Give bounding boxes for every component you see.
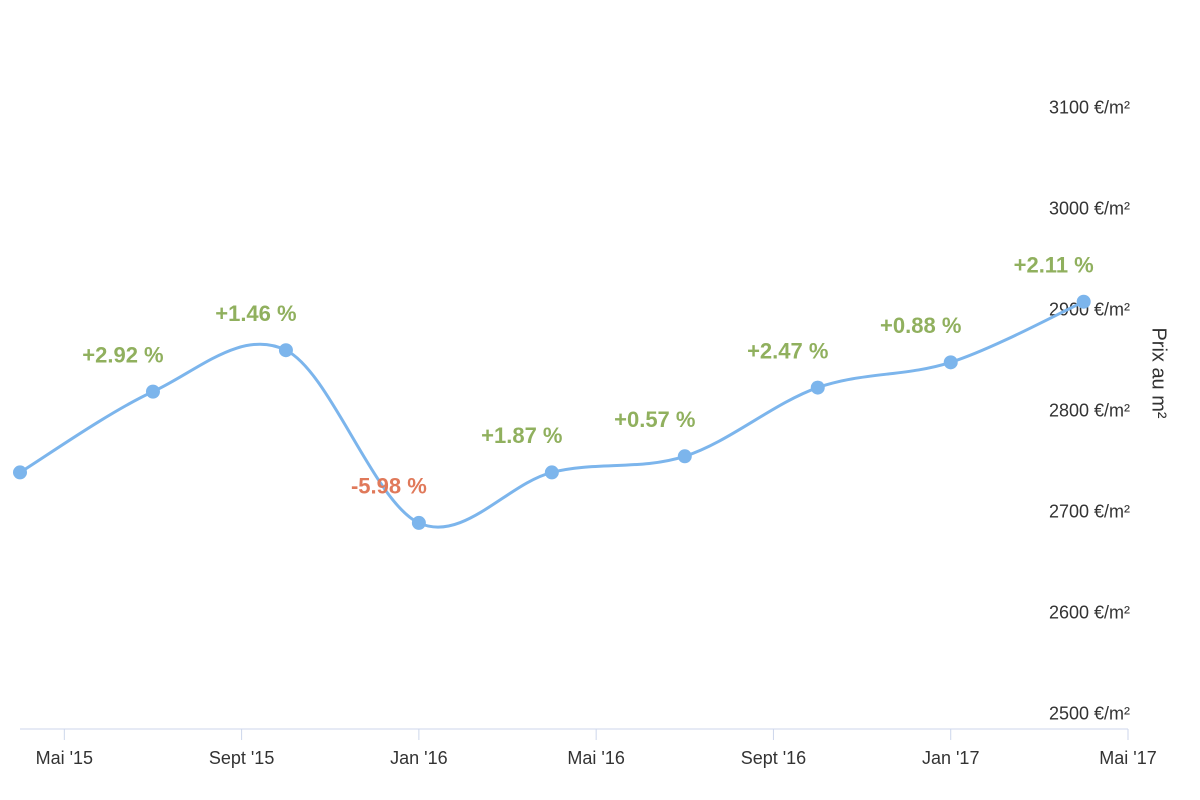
marker: [278, 343, 293, 358]
y-tick-label: 2600 €/m²: [1049, 603, 1130, 623]
x-tick-label: Jan '17: [922, 748, 979, 768]
y-tick-label: 2500 €/m²: [1049, 704, 1130, 724]
marker: [544, 465, 559, 480]
x-tick-label: Mai '15: [36, 748, 93, 768]
x-tick-label: Mai '17: [1099, 748, 1156, 768]
x-tick-label: Sept '15: [209, 748, 275, 768]
data-label: +2.92 %: [82, 342, 163, 367]
y-tick-label: 2900 €/m²: [1049, 300, 1130, 320]
data-label: +2.47 %: [747, 338, 828, 363]
x-tick-label: Sept '16: [741, 748, 807, 768]
marker: [13, 465, 27, 480]
x-tick-label: Mai '16: [567, 748, 624, 768]
data-label: +2.11 %: [1014, 253, 1094, 278]
marker: [943, 355, 958, 370]
marker: [677, 449, 692, 464]
line: [19, 300, 1085, 529]
data-label: +0.88 %: [880, 313, 961, 338]
y-tick-label: 3000 €/m²: [1049, 199, 1130, 219]
data-label: +0.57 %: [614, 407, 695, 432]
y-axis-title: Prix au m²: [1148, 327, 1170, 418]
data-label: +1.46 %: [215, 301, 296, 326]
marker: [1076, 294, 1091, 309]
marker: [810, 380, 825, 395]
marker: [145, 384, 160, 399]
data-label: -5.98 %: [351, 474, 427, 499]
x-tick-label: Jan '16: [390, 748, 447, 768]
y-tick-label: 2800 €/m²: [1049, 401, 1130, 421]
data-label: +1.87 %: [481, 423, 562, 448]
y-tick-label: 2700 €/m²: [1049, 502, 1130, 522]
y-tick-label: 3100 €/m²: [1049, 98, 1130, 118]
marker: [411, 515, 426, 530]
